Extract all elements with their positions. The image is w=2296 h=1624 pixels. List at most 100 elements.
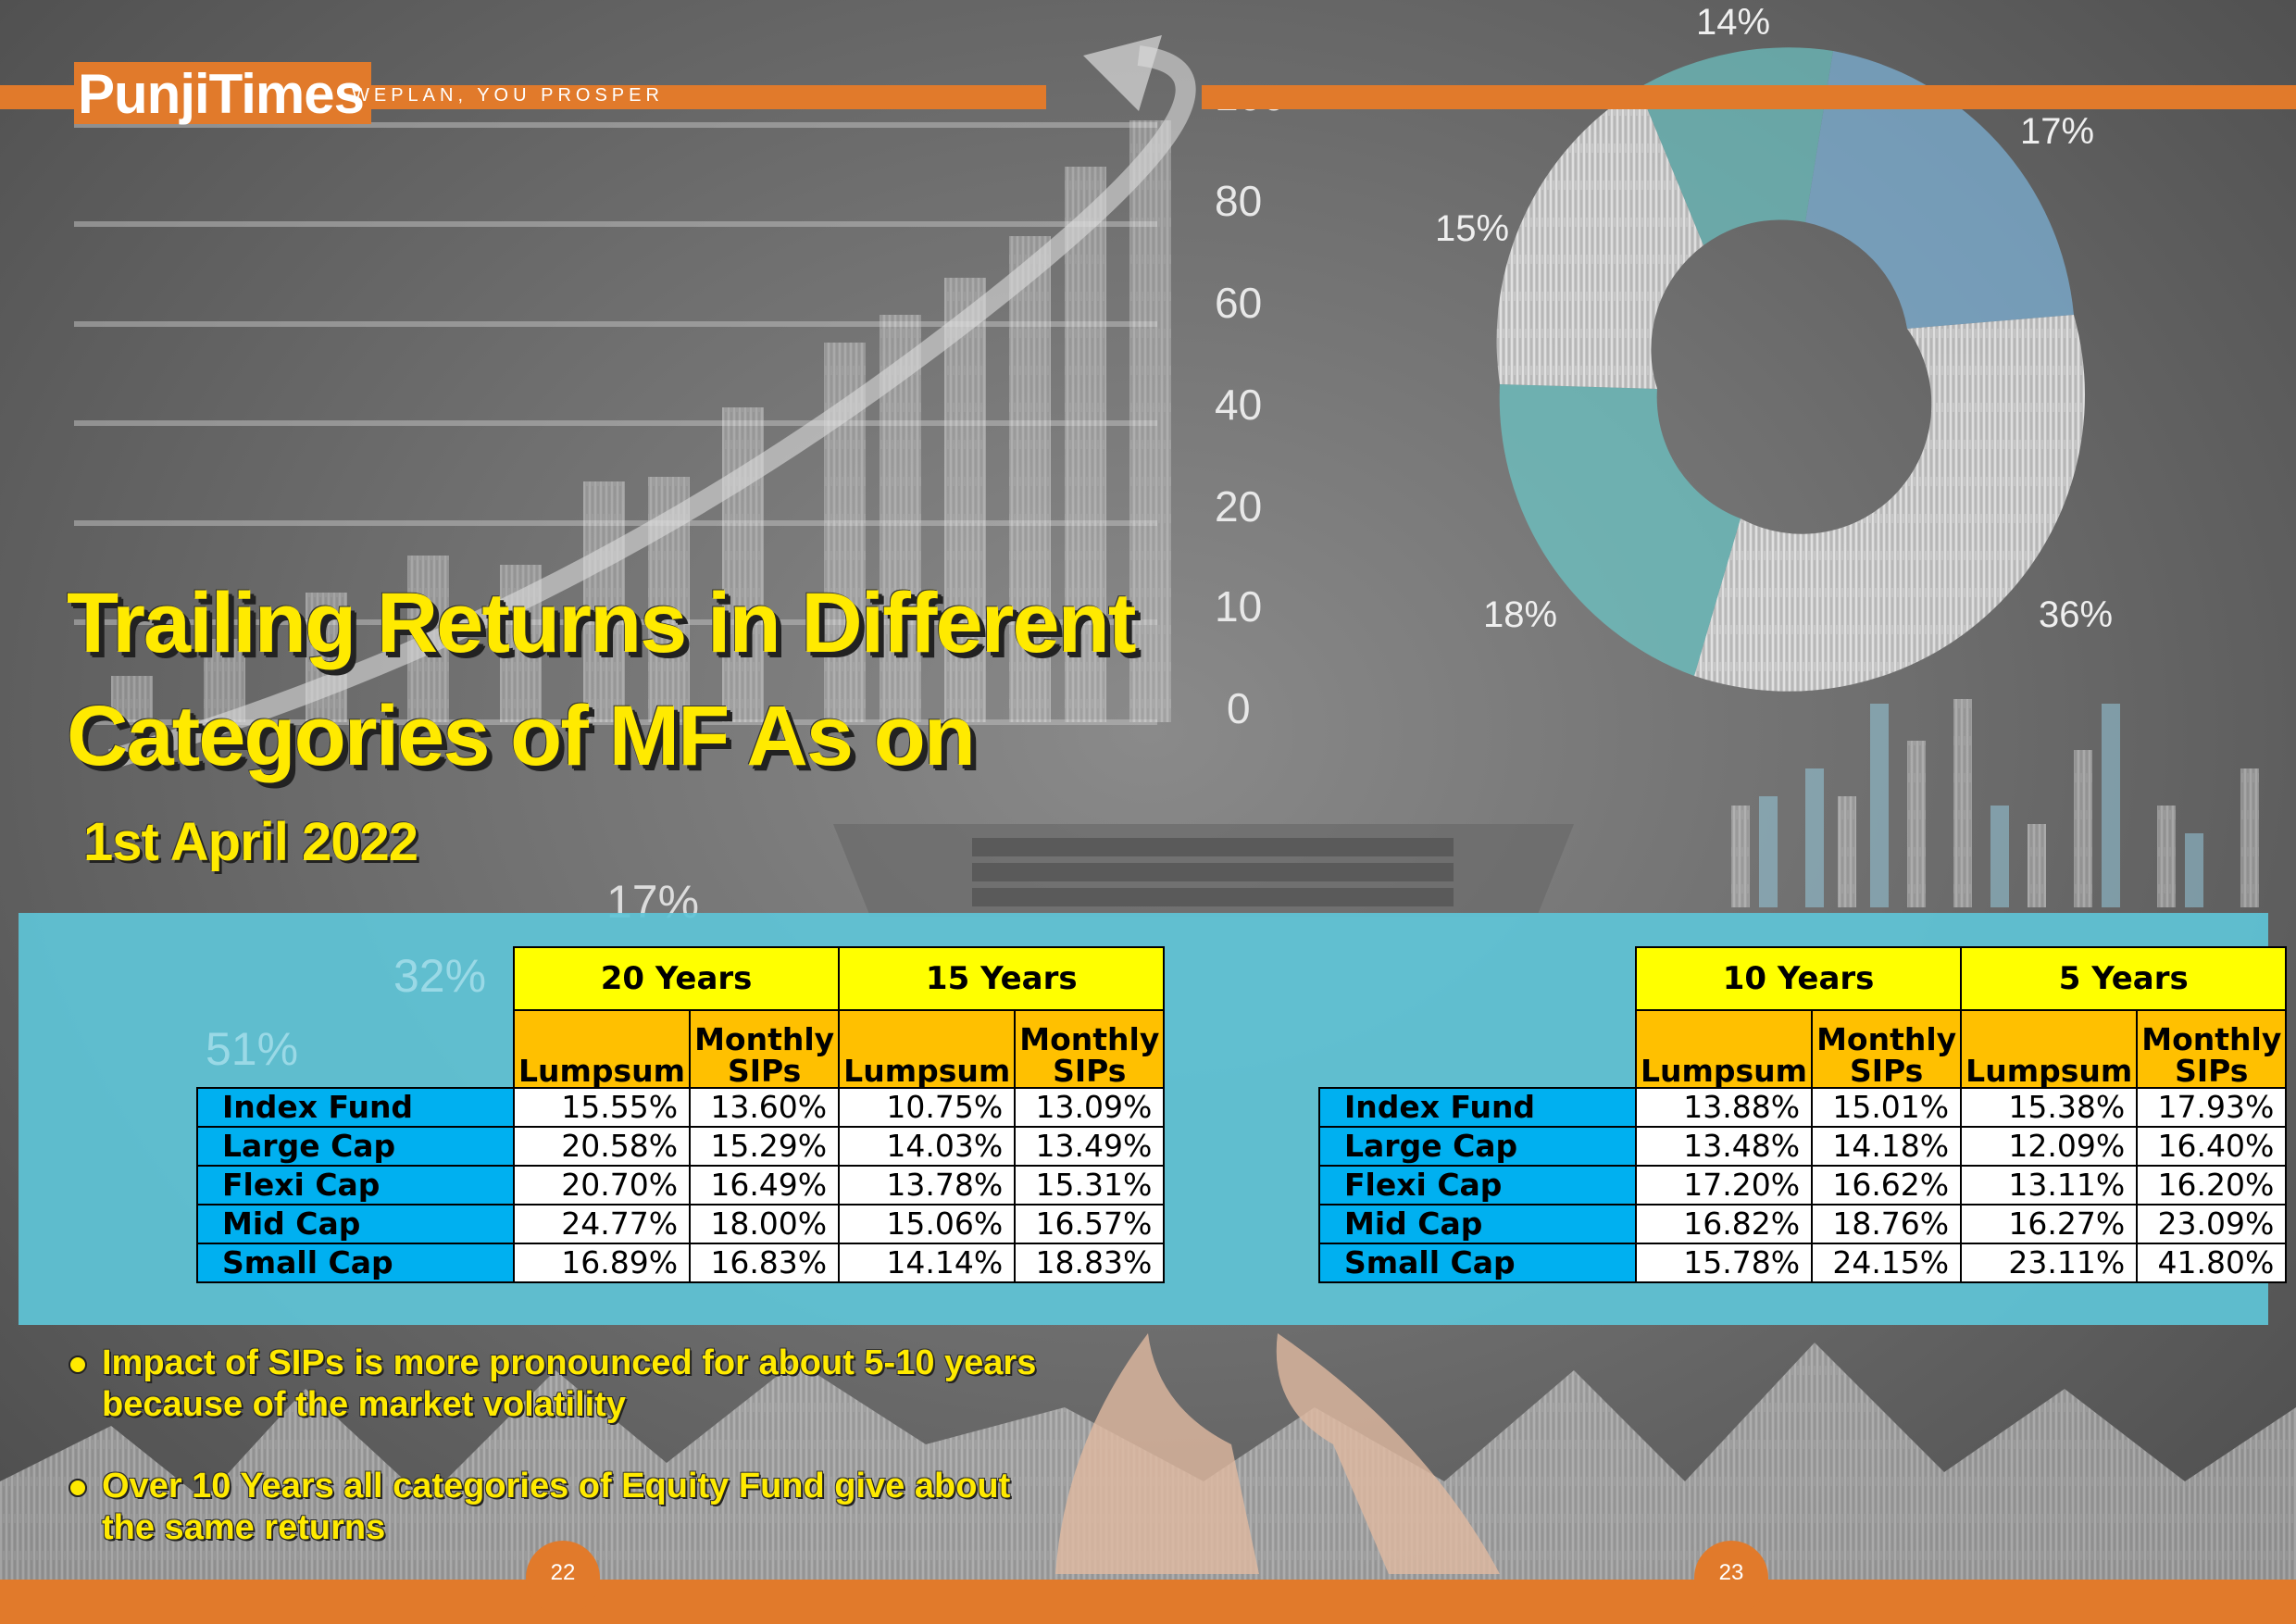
value-cell: 15.78% bbox=[1634, 1243, 1814, 1283]
title-line-1: Trailing Returns in Different bbox=[67, 576, 1136, 670]
bullet-dot-icon bbox=[69, 1479, 87, 1497]
page-number-left: 22 bbox=[526, 1541, 600, 1615]
axis-tick-20: 20 bbox=[1215, 482, 1263, 531]
table-row: Index Fund 13.88% 15.01% 15.38% 17.93% bbox=[1318, 1087, 2288, 1128]
value-cell: 12.09% bbox=[1960, 1126, 2139, 1167]
page-title: Trailing Returns in Different Categories… bbox=[67, 567, 1159, 793]
blank-cell bbox=[197, 1010, 514, 1088]
value-cell: 13.49% bbox=[1014, 1126, 1166, 1167]
category-cell: Large Cap bbox=[196, 1126, 515, 1167]
brand-name: PunjiTimes bbox=[78, 63, 365, 125]
bullet-dot-icon bbox=[69, 1355, 87, 1374]
category-cell: Mid Cap bbox=[196, 1204, 515, 1244]
footer-bar bbox=[0, 1580, 2296, 1624]
column-header: Lumpsum bbox=[838, 1009, 1017, 1089]
category-cell: Flexi Cap bbox=[1318, 1165, 1637, 1206]
column-header: Lumpsum bbox=[512, 1009, 692, 1089]
bg-label-32: 32% bbox=[393, 950, 487, 1002]
page-number-right: 23 bbox=[1694, 1541, 1768, 1615]
bullet-line: Over 10 Years all categories of Equity F… bbox=[102, 1467, 1011, 1505]
value-cell: 13.09% bbox=[1014, 1087, 1166, 1128]
table-row: Mid Cap 24.77% 18.00% 15.06% 16.57% bbox=[196, 1204, 1166, 1244]
table-row: Flexi Cap 17.20% 16.62% 13.11% 16.20% bbox=[1318, 1165, 2288, 1206]
value-cell: 16.89% bbox=[512, 1243, 692, 1283]
value-cell: 17.20% bbox=[1634, 1165, 1814, 1206]
bullet-line: the same returns bbox=[102, 1508, 386, 1547]
category-cell: Flexi Cap bbox=[196, 1165, 515, 1206]
brand-name-box: PunjiTimes bbox=[74, 62, 371, 124]
table-row: Flexi Cap 20.70% 16.49% 13.78% 15.31% bbox=[196, 1165, 1166, 1206]
title-date: 1st April 2022 bbox=[83, 812, 418, 872]
table-row: Small Cap 16.89% 16.83% 14.14% 18.83% bbox=[196, 1243, 1166, 1283]
value-cell: 16.49% bbox=[689, 1165, 841, 1206]
column-header: Lumpsum bbox=[1960, 1009, 2139, 1089]
value-cell: 23.11% bbox=[1960, 1243, 2139, 1283]
axis-tick-0: 0 bbox=[1227, 684, 1251, 732]
returns-table-20-15: 20 Years 15 Years Lumpsum Monthly SIPs Lu… bbox=[196, 946, 1166, 1283]
value-cell: 16.40% bbox=[2136, 1126, 2288, 1167]
period-header: 10 Years bbox=[1634, 946, 1963, 1011]
donut-label-36: 36% bbox=[2039, 594, 2114, 635]
value-cell: 24.15% bbox=[1811, 1243, 1963, 1283]
value-cell: 16.83% bbox=[689, 1243, 841, 1283]
period-header: 20 Years bbox=[512, 946, 841, 1011]
value-cell: 16.62% bbox=[1811, 1165, 1963, 1206]
table-row: Large Cap 13.48% 14.18% 12.09% 16.40% bbox=[1318, 1126, 2288, 1167]
value-cell: 17.93% bbox=[2136, 1087, 2288, 1128]
table-row: Large Cap 20.58% 15.29% 14.03% 13.49% bbox=[196, 1126, 1166, 1167]
brand-tagline: WEPLAN, YOU PROSPER bbox=[352, 85, 664, 106]
donut-label-17: 17% bbox=[2020, 111, 2095, 152]
value-cell: 18.76% bbox=[1811, 1204, 1963, 1244]
donut-label-14: 14% bbox=[1696, 2, 1771, 43]
donut-label-15: 15% bbox=[1435, 208, 1510, 249]
blank-cell bbox=[197, 947, 514, 1010]
category-cell: Index Fund bbox=[196, 1087, 515, 1128]
value-cell: 14.03% bbox=[838, 1126, 1017, 1167]
category-cell: Mid Cap bbox=[1318, 1204, 1637, 1244]
value-cell: 13.78% bbox=[838, 1165, 1017, 1206]
value-cell: 15.55% bbox=[512, 1087, 692, 1128]
value-cell: 15.31% bbox=[1014, 1165, 1166, 1206]
value-cell: 14.18% bbox=[1811, 1126, 1963, 1167]
table-row: Small Cap 15.78% 24.15% 23.11% 41.80% bbox=[1318, 1243, 2288, 1283]
value-cell: 18.83% bbox=[1014, 1243, 1166, 1283]
brand-logo: PunjiTimes bbox=[74, 59, 371, 124]
column-header: Lumpsum bbox=[1634, 1009, 1814, 1089]
category-cell: Small Cap bbox=[196, 1243, 515, 1283]
bullet-point: Impact of SIPs is more pronounced for ab… bbox=[69, 1343, 1037, 1426]
category-cell: Index Fund bbox=[1318, 1087, 1637, 1128]
column-header: Monthly SIPs bbox=[1014, 1009, 1166, 1089]
table-row: Mid Cap 16.82% 18.76% 16.27% 23.09% bbox=[1318, 1204, 2288, 1244]
value-cell: 20.58% bbox=[512, 1126, 692, 1167]
blank-cell bbox=[1319, 947, 1636, 1010]
donut-label-18: 18% bbox=[1483, 594, 1558, 635]
value-cell: 18.00% bbox=[689, 1204, 841, 1244]
bg-label-51: 51% bbox=[206, 1023, 299, 1075]
value-cell: 23.09% bbox=[2136, 1204, 2288, 1244]
value-cell: 15.29% bbox=[689, 1126, 841, 1167]
value-cell: 16.20% bbox=[2136, 1165, 2288, 1206]
table-row: Index Fund 15.55% 13.60% 10.75% 13.09% bbox=[196, 1087, 1166, 1128]
value-cell: 14.14% bbox=[838, 1243, 1017, 1283]
period-header: 5 Years bbox=[1960, 946, 2288, 1011]
value-cell: 13.48% bbox=[1634, 1126, 1814, 1167]
column-header: Monthly SIPs bbox=[689, 1009, 841, 1089]
axis-tick-10: 10 bbox=[1215, 582, 1263, 631]
title-line-2: Categories of MF As on bbox=[67, 689, 976, 783]
header-bar-right bbox=[1202, 85, 2296, 109]
axis-tick-80: 80 bbox=[1215, 177, 1263, 225]
axis-tick-60: 60 bbox=[1215, 279, 1263, 327]
period-header: 15 Years bbox=[838, 946, 1166, 1011]
bullet-line: Impact of SIPs is more pronounced for ab… bbox=[102, 1343, 1037, 1382]
value-cell: 13.60% bbox=[689, 1087, 841, 1128]
category-cell: Small Cap bbox=[1318, 1243, 1637, 1283]
value-cell: 16.27% bbox=[1960, 1204, 2139, 1244]
column-header: Monthly SIPs bbox=[2136, 1009, 2288, 1089]
blank-cell bbox=[1319, 1010, 1636, 1088]
value-cell: 15.01% bbox=[1811, 1087, 1963, 1128]
value-cell: 13.88% bbox=[1634, 1087, 1814, 1128]
category-cell: Large Cap bbox=[1318, 1126, 1637, 1167]
value-cell: 15.06% bbox=[838, 1204, 1017, 1244]
column-header: Monthly SIPs bbox=[1811, 1009, 1963, 1089]
